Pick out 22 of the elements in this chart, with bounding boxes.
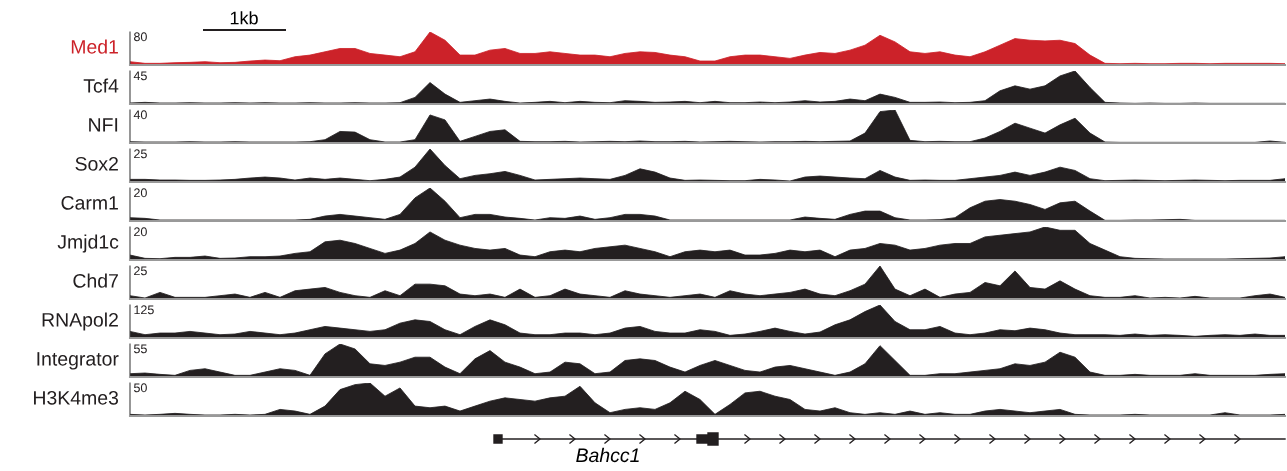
y-axis-title: Chd7 xyxy=(73,273,118,288)
y-axis-title: Sox2 xyxy=(75,156,118,171)
y-axis-title: Integrator xyxy=(37,352,119,370)
annotation: 20 xyxy=(134,227,147,237)
y-axis-title: RNApol2 xyxy=(42,312,118,331)
annotation: 20 xyxy=(134,188,147,198)
y-axis-title: NFI xyxy=(89,118,118,132)
annotation: 25 xyxy=(134,266,147,276)
y-axis-title: Carm1 xyxy=(61,195,118,210)
y-axis-title: Med1 xyxy=(71,39,118,54)
annotation: 40 xyxy=(133,110,147,120)
annotation: 50 xyxy=(133,383,147,393)
y-axis-title: Tcf4 xyxy=(83,78,119,93)
text: 1kb xyxy=(230,11,258,25)
annotation: 80 xyxy=(134,32,147,42)
annotation: 25 xyxy=(134,149,147,159)
y-axis-title: H3K4me3 xyxy=(34,390,119,405)
text: Bahcc1 xyxy=(576,447,639,463)
annotation: 125 xyxy=(134,305,154,315)
annotation: 55 xyxy=(133,344,147,354)
y-axis-title: Jmjd1c xyxy=(57,234,119,253)
annotation: 45 xyxy=(133,71,147,81)
